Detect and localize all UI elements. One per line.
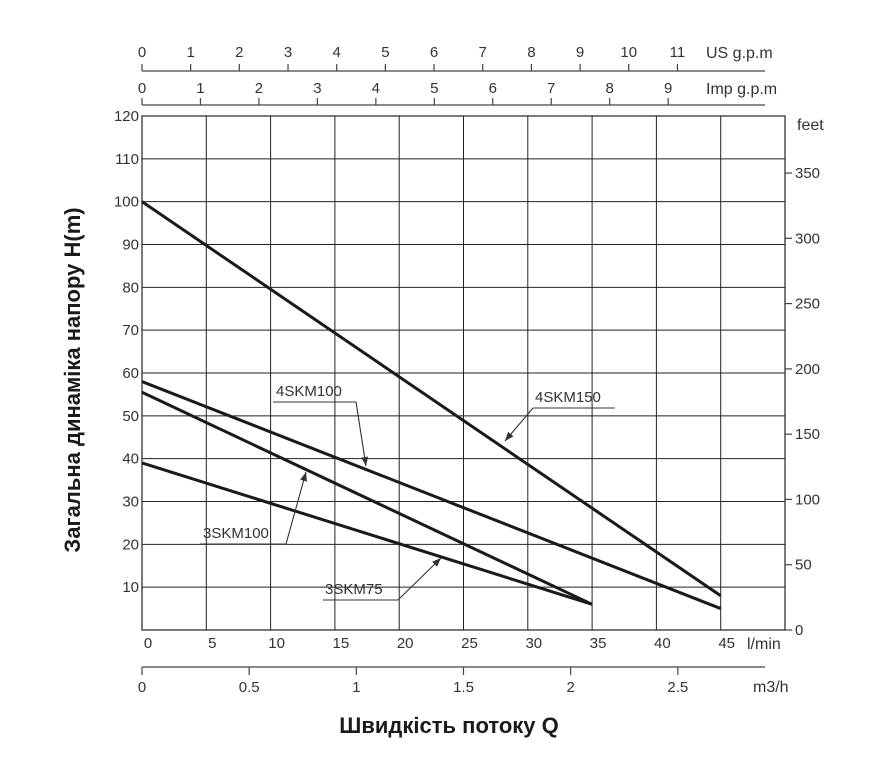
imp-gpm-tick-label: 1 — [196, 80, 204, 97]
curve-labels: 4SKM150 4SKM100 3SKM100 3SKM75 — [200, 383, 615, 601]
us-gpm-tick-label: 2 — [235, 44, 243, 61]
series-line-4skm100 — [141, 380, 722, 610]
us-gpm-tick-label: 0 — [138, 44, 146, 61]
label-arrowhead — [432, 558, 441, 567]
plot-frame — [141, 115, 786, 631]
m3h-tick-label: 2 — [566, 679, 574, 696]
y-tick-label: 100 — [114, 194, 139, 211]
imp-gpm-unit-label: Imp g.p.m — [706, 81, 777, 98]
x-tick-label: 15 — [333, 635, 350, 652]
series-line-3skm100 — [141, 390, 593, 606]
feet-tick-label: 250 — [795, 296, 820, 313]
imp-gpm-tick-label: 2 — [255, 80, 263, 97]
label-leader — [397, 557, 442, 601]
y-tick-label: 60 — [122, 365, 139, 382]
feet-tick-label: 350 — [795, 165, 820, 182]
grid — [142, 116, 785, 630]
m3h-tick-label: 1 — [352, 679, 360, 696]
x-tick-label: 40 — [654, 635, 671, 652]
top-scales: 0 1 2 3 4 5 6 7 8 9 10 11 US g.p.m 0 1 2 3 4 5 6 7 8 9 Imp g.p.… — [138, 44, 777, 106]
series-label-4skm100: 4SKM100 — [276, 383, 342, 400]
x-tick-label: 10 — [268, 635, 285, 652]
feet-unit-label: feet — [797, 117, 824, 134]
m3h-tick-label: 2.5 — [667, 679, 688, 696]
x-tick-label: 5 — [208, 635, 216, 652]
series-line-4skm150 — [141, 200, 722, 597]
us-gpm-tick-label: 4 — [333, 44, 341, 61]
feet-tick-label: 200 — [795, 361, 820, 378]
imp-gpm-tick-label: 6 — [489, 80, 497, 97]
us-gpm-tick-label: 6 — [430, 44, 438, 61]
label-leader — [355, 401, 367, 467]
us-gpm-unit-label: US g.p.m — [706, 45, 773, 62]
bottom-scales: 0 5 10 15 20 25 30 35 40 45 l/min 0 0.5 1 1.5 2 2.5 m3/h — [138, 635, 789, 696]
imp-gpm-tick-label: 9 — [664, 80, 672, 97]
series-label-3skm100: 3SKM100 — [203, 525, 269, 542]
curves — [141, 200, 722, 610]
x-tick-label: 35 — [590, 635, 607, 652]
m3h-tick-label: 0 — [138, 679, 146, 696]
y-tick-label: 90 — [122, 237, 139, 254]
x-tick-label: 45 — [718, 635, 735, 652]
feet-tick-label: 300 — [795, 230, 820, 247]
label-leader — [285, 471, 307, 545]
y-tick-label: 110 — [115, 151, 139, 168]
label-arrowhead — [361, 456, 369, 466]
x-axis-title: Швидкість потоку Q — [339, 713, 558, 738]
label-arrowhead — [505, 431, 514, 441]
us-gpm-tick-label: 7 — [479, 44, 487, 61]
m3h-tick-label: 1.5 — [453, 679, 474, 696]
x-tick-label: 20 — [397, 635, 414, 652]
y-axis-title: Загальна динаміка напору H(m) — [60, 207, 85, 552]
y-tick-label: 120 — [114, 108, 139, 125]
y-axis-ticks: 10 20 30 40 50 60 70 80 90 100 110 120 — [114, 108, 139, 596]
y-tick-label: 70 — [122, 322, 139, 339]
feet-axis-ticks: 0 50 100 150 200 250 300 350 feet — [785, 117, 824, 639]
feet-tick-label: 150 — [795, 426, 820, 443]
us-gpm-tick-label: 10 — [620, 44, 637, 61]
imp-gpm-tick-label: 3 — [313, 80, 321, 97]
y-tick-label: 20 — [122, 536, 139, 553]
series-label-3skm75: 3SKM75 — [325, 581, 383, 598]
imp-gpm-tick-label: 5 — [430, 80, 438, 97]
x-tick-label: 0 — [144, 635, 152, 652]
x-tick-label: 25 — [461, 635, 478, 652]
m3h-unit-label: m3/h — [753, 679, 789, 696]
us-gpm-tick-label: 9 — [576, 44, 584, 61]
feet-tick-label: 0 — [795, 622, 803, 639]
imp-gpm-tick-label: 4 — [372, 80, 380, 97]
y-tick-label: 50 — [122, 408, 139, 425]
series-label-4skm150: 4SKM150 — [535, 389, 601, 406]
y-tick-label: 30 — [122, 494, 139, 511]
x-tick-label: 30 — [525, 635, 542, 652]
label-arrowhead — [300, 472, 307, 482]
m3h-tick-label: 0.5 — [239, 679, 260, 696]
imp-gpm-tick-label: 7 — [547, 80, 555, 97]
y-tick-label: 40 — [122, 451, 139, 468]
imp-gpm-tick-label: 8 — [606, 80, 614, 97]
us-gpm-tick-label: 1 — [187, 44, 195, 61]
imp-gpm-tick-label: 0 — [138, 80, 146, 97]
feet-tick-label: 50 — [795, 557, 812, 574]
series-line-3skm75 — [141, 461, 593, 606]
y-tick-label: 80 — [122, 279, 139, 296]
us-gpm-tick-label: 8 — [527, 44, 535, 61]
us-gpm-tick-label: 11 — [670, 44, 686, 61]
feet-tick-label: 100 — [795, 491, 820, 508]
us-gpm-tick-label: 3 — [284, 44, 292, 61]
x-unit-label: l/min — [747, 636, 781, 653]
us-gpm-tick-label: 5 — [381, 44, 389, 61]
y-tick-label: 10 — [122, 579, 139, 596]
